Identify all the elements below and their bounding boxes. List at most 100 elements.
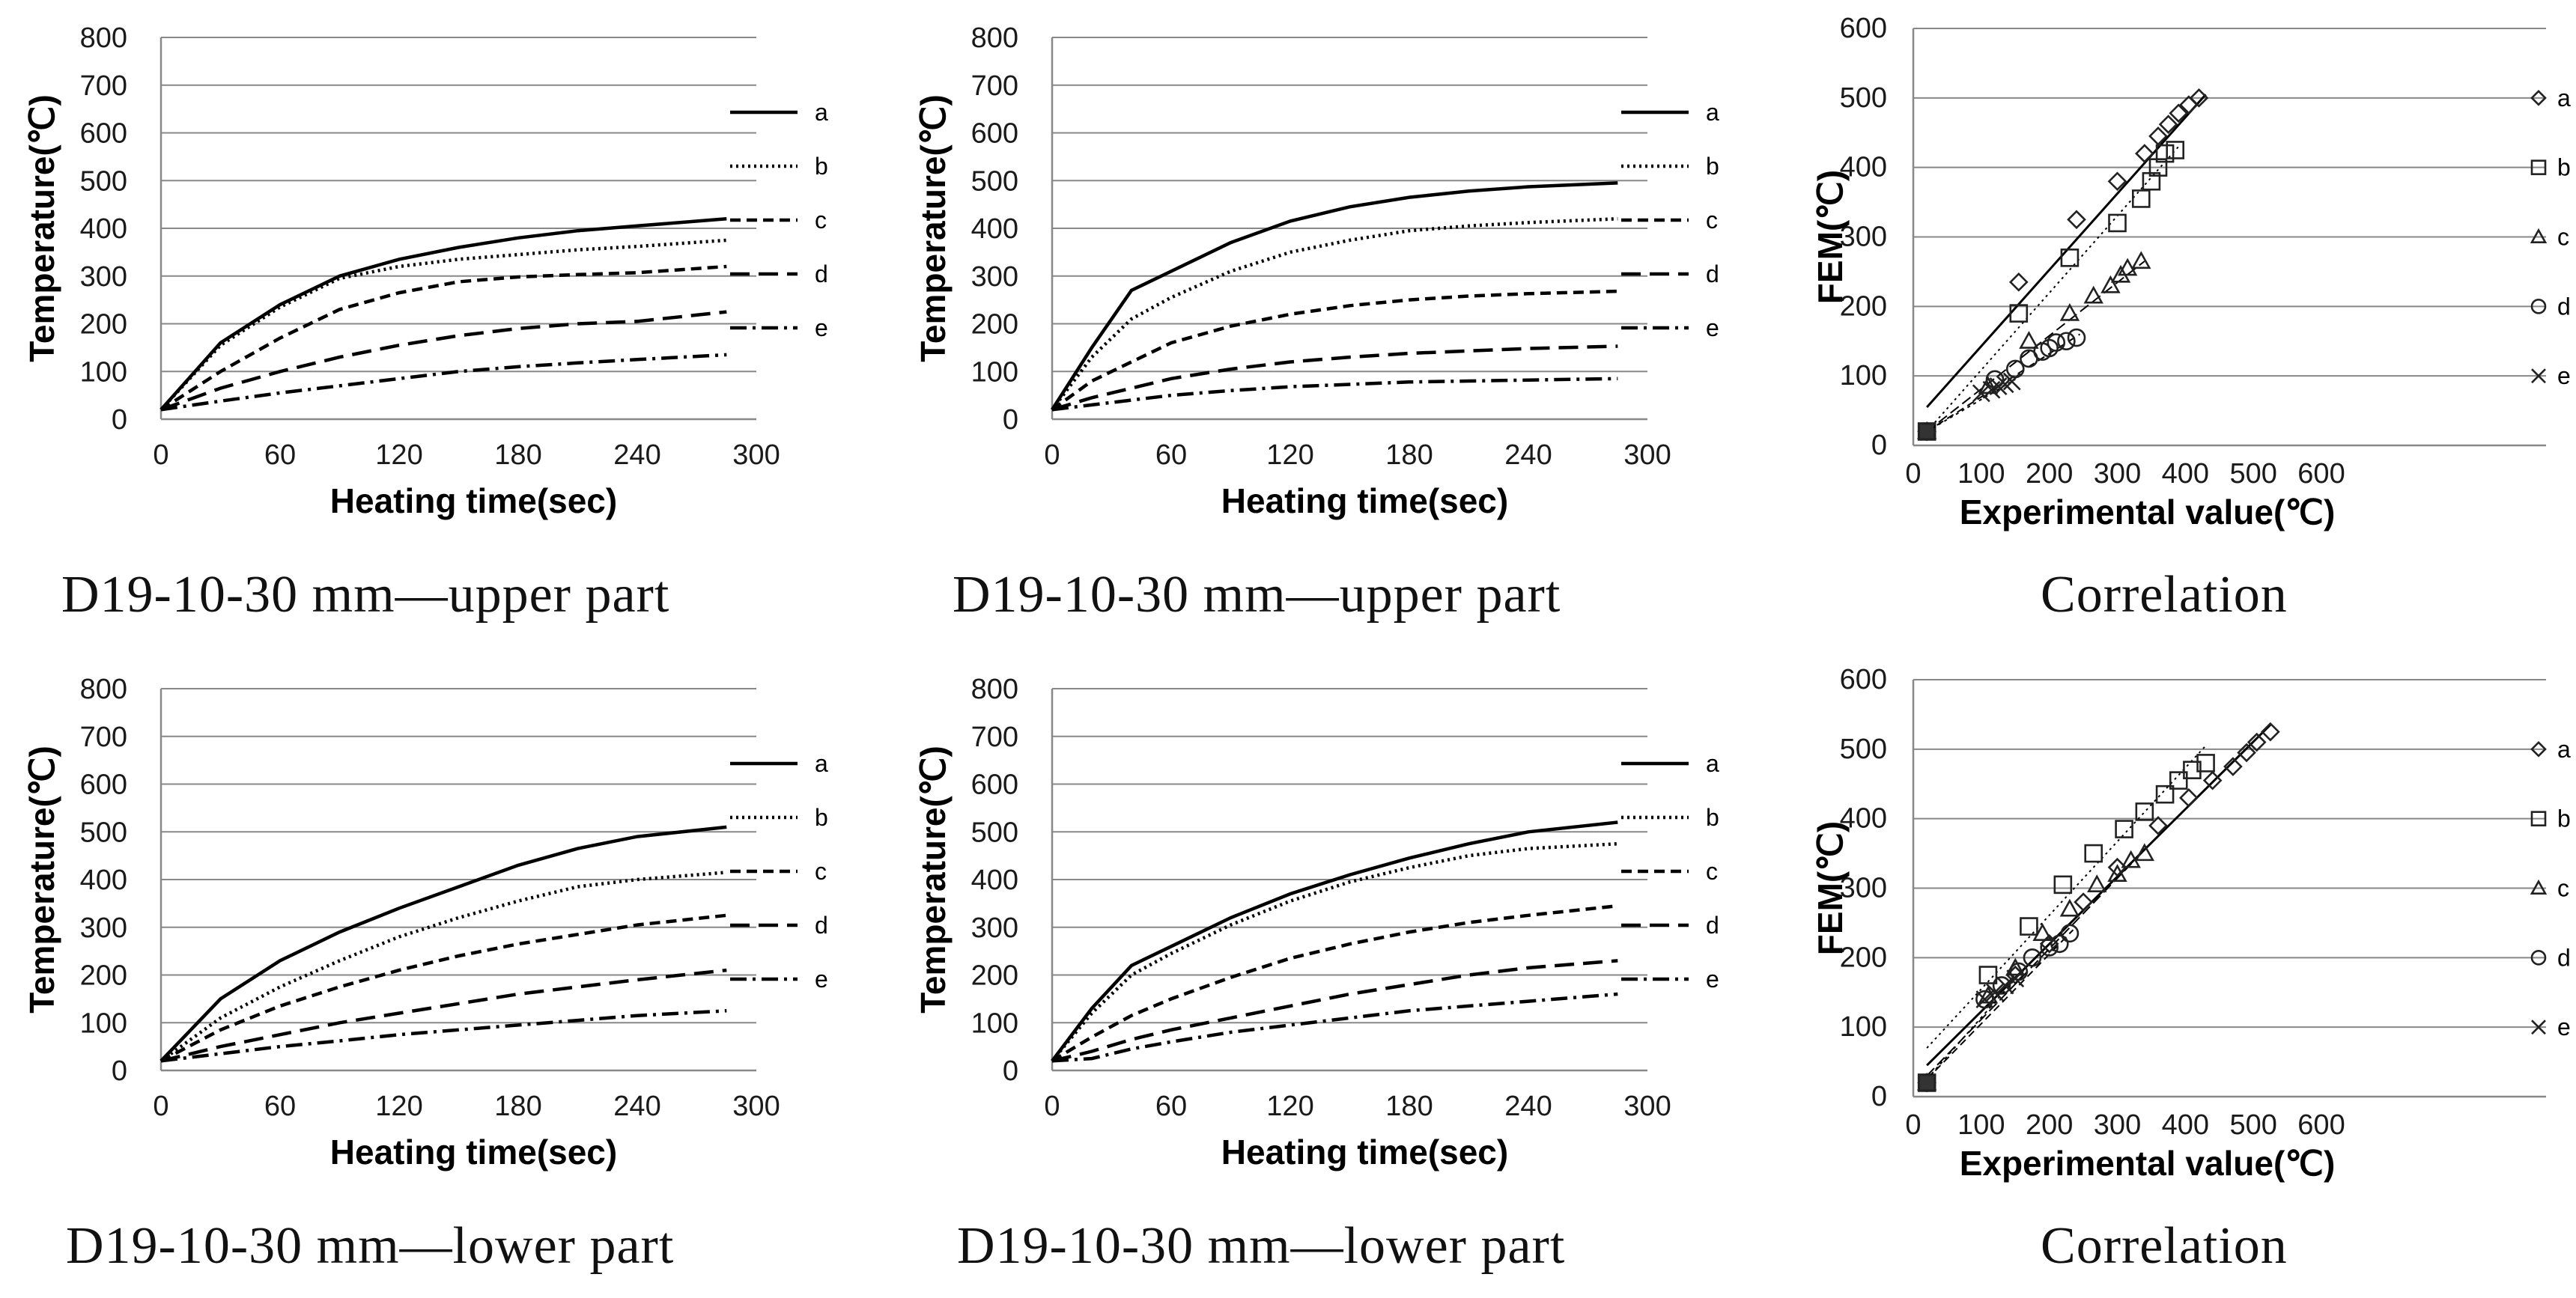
legend-label-e: e bbox=[815, 314, 828, 341]
y-tick-label: 600 bbox=[80, 118, 127, 150]
x-tick-label: 240 bbox=[1504, 439, 1552, 471]
legend-marker-e bbox=[2531, 1020, 2546, 1035]
point-b bbox=[2135, 802, 2154, 821]
y-tick-label: 0 bbox=[112, 404, 127, 436]
y-tick-label: 400 bbox=[1840, 803, 1887, 835]
series-line-b bbox=[160, 871, 727, 1063]
x-tick-label: 600 bbox=[2297, 1109, 2345, 1141]
caption-upper-left: D19-10-30 mm—upper part bbox=[61, 566, 670, 624]
x-tick-label: 500 bbox=[2229, 458, 2276, 490]
caption-lower-left: D19-10-30 mm—lower part bbox=[66, 1217, 675, 1275]
series-line-b bbox=[1051, 217, 1618, 411]
point-d bbox=[2040, 938, 2059, 957]
series-line-d bbox=[1051, 344, 1618, 412]
y-tick-label: 0 bbox=[1003, 1055, 1018, 1087]
x-tick-label: 180 bbox=[494, 439, 541, 471]
legend-label-d: d bbox=[1706, 260, 1719, 287]
y-tick-label: 400 bbox=[971, 213, 1018, 245]
point-a bbox=[2247, 732, 2267, 752]
legend-label-b: b bbox=[815, 153, 828, 180]
fit-line-b bbox=[1926, 146, 2179, 433]
point-c bbox=[2117, 258, 2138, 276]
point-c bbox=[2087, 874, 2107, 892]
series-line-a bbox=[160, 825, 727, 1062]
point-b bbox=[2166, 141, 2185, 159]
legend-label-d: d bbox=[2557, 293, 2571, 320]
x-tick-label: 0 bbox=[1044, 439, 1060, 471]
point-a bbox=[2107, 171, 2127, 192]
x-tick-label: 0 bbox=[1905, 1109, 1921, 1141]
y-tick-label: 500 bbox=[971, 817, 1018, 848]
y-tick-label: 100 bbox=[1840, 360, 1887, 391]
x-tick-label: 60 bbox=[1155, 439, 1187, 471]
legend-label-d: d bbox=[1706, 912, 1719, 939]
y-tick-label: 500 bbox=[1840, 82, 1887, 114]
legend-marker-c bbox=[2530, 228, 2548, 243]
legend-marker-b bbox=[2530, 159, 2547, 175]
x-tick-label: 0 bbox=[1044, 1091, 1060, 1122]
point-d bbox=[1917, 422, 1936, 441]
x-tick-label: 600 bbox=[2297, 458, 2345, 490]
y-tick-label: 800 bbox=[80, 22, 127, 54]
legend-label-c: c bbox=[2557, 224, 2569, 251]
point-b bbox=[2196, 754, 2215, 773]
x-tick-label: 100 bbox=[1957, 1109, 2005, 1141]
y-tick-label: 300 bbox=[1840, 873, 1887, 904]
series-line-e bbox=[160, 353, 727, 412]
point-b bbox=[2155, 784, 2175, 804]
y-tick-label: 200 bbox=[80, 309, 127, 341]
y-axis-title: Temperature(℃) bbox=[22, 746, 61, 1014]
point-b bbox=[2060, 249, 2080, 267]
y-tick-label: 700 bbox=[80, 722, 127, 753]
chart-panel-lower-left: 0 100 200 300 400 500 600 700 800 0 60 120 180 240 300… bbox=[22, 674, 828, 1171]
x-tick-label: 180 bbox=[1385, 439, 1433, 471]
x-tick-label: 300 bbox=[2094, 458, 2141, 490]
point-a bbox=[2074, 892, 2093, 912]
x-tick-label: 120 bbox=[1266, 439, 1313, 471]
point-b bbox=[2155, 144, 2175, 163]
y-tick-label: 100 bbox=[80, 1008, 127, 1039]
legend-label-a: a bbox=[2557, 736, 2571, 763]
x-tick-label: 240 bbox=[1504, 1091, 1552, 1122]
y-tick-label: 0 bbox=[112, 1055, 127, 1087]
caption-upper-right: Correlation bbox=[2041, 566, 2288, 624]
series-line-a bbox=[160, 217, 727, 411]
y-tick-label: 500 bbox=[80, 165, 127, 197]
legend-label-a: a bbox=[1706, 99, 1719, 126]
series-line-c bbox=[160, 264, 727, 412]
y-tick-label: 400 bbox=[80, 213, 127, 245]
series-line-e bbox=[1051, 992, 1618, 1063]
point-e bbox=[1972, 384, 1990, 403]
x-tick-label: 300 bbox=[1623, 439, 1671, 471]
x-axis-title: Experimental value(℃) bbox=[1960, 1144, 2336, 1183]
point-b bbox=[2142, 171, 2161, 191]
point-b bbox=[2084, 844, 2103, 863]
y-tick-label: 800 bbox=[971, 22, 1018, 54]
y-tick-label: 200 bbox=[1840, 942, 1887, 973]
x-tick-label: 120 bbox=[375, 1091, 422, 1122]
point-c bbox=[2019, 331, 2039, 349]
series-line-d bbox=[160, 310, 727, 412]
y-tick-label: 300 bbox=[80, 261, 127, 293]
series-line-b bbox=[1051, 841, 1618, 1062]
x-tick-label: 200 bbox=[2026, 458, 2073, 490]
x-tick-label: 500 bbox=[2229, 1109, 2276, 1141]
point-a bbox=[2261, 722, 2280, 742]
x-tick-label: 100 bbox=[1957, 458, 2005, 490]
legend-label-e: e bbox=[2557, 362, 2571, 389]
point-a bbox=[2189, 88, 2209, 108]
y-tick-label: 400 bbox=[1840, 152, 1887, 183]
caption-lower-right: Correlation bbox=[2041, 1217, 2288, 1275]
series-line-a bbox=[1051, 181, 1618, 411]
point-a bbox=[2107, 857, 2127, 877]
legend-label-b: b bbox=[1706, 804, 1719, 831]
legend-marker-a bbox=[2530, 740, 2547, 758]
y-tick-label: 100 bbox=[971, 356, 1018, 388]
y-tick-label: 600 bbox=[971, 118, 1018, 150]
x-axis-title: Heating time(sec) bbox=[330, 1133, 617, 1171]
point-e bbox=[1975, 990, 1994, 1008]
point-a bbox=[2237, 743, 2256, 763]
x-axis-title: Heating time(sec) bbox=[1221, 481, 1508, 520]
point-e bbox=[1986, 983, 2004, 1002]
